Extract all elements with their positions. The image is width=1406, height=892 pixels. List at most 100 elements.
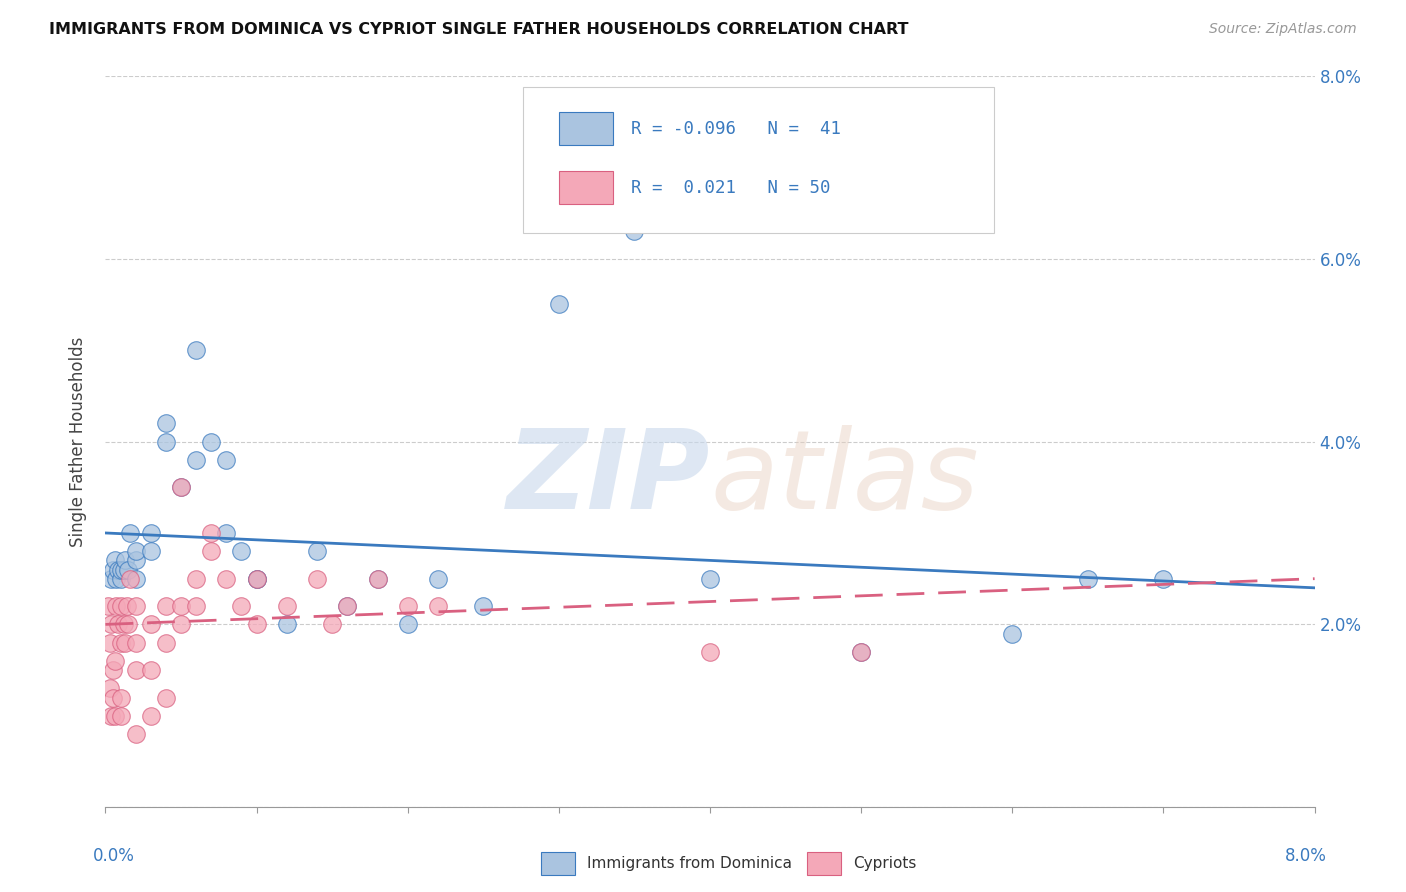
Point bbox=[112, 617, 135, 632]
Point bbox=[98, 635, 121, 649]
Point bbox=[124, 635, 148, 649]
Text: atlas: atlas bbox=[710, 425, 979, 532]
Point bbox=[114, 635, 136, 649]
Point bbox=[117, 617, 139, 632]
Point bbox=[215, 572, 238, 586]
Bar bbox=[560, 171, 613, 204]
Point bbox=[124, 553, 148, 567]
Point bbox=[200, 544, 222, 558]
Point bbox=[155, 416, 177, 431]
Point bbox=[101, 663, 124, 677]
Point bbox=[1001, 626, 1024, 640]
Text: R =  0.021   N = 50: R = 0.021 N = 50 bbox=[631, 178, 831, 197]
Point bbox=[246, 572, 269, 586]
Point bbox=[200, 434, 222, 449]
Bar bbox=[807, 852, 841, 875]
Point bbox=[139, 526, 162, 541]
Point bbox=[110, 690, 132, 705]
Point bbox=[124, 544, 148, 558]
Point bbox=[100, 708, 122, 723]
Bar bbox=[541, 852, 575, 875]
Point bbox=[186, 572, 208, 586]
Point bbox=[851, 645, 873, 659]
Point bbox=[186, 343, 208, 358]
Point bbox=[101, 690, 124, 705]
Point bbox=[307, 544, 329, 558]
Point bbox=[623, 224, 645, 238]
Point bbox=[107, 617, 129, 632]
Point bbox=[336, 599, 359, 614]
Point bbox=[112, 563, 135, 577]
Point bbox=[98, 681, 121, 696]
Point bbox=[396, 599, 419, 614]
Text: R = -0.096   N =  41: R = -0.096 N = 41 bbox=[631, 120, 841, 138]
Point bbox=[200, 526, 222, 541]
Point bbox=[548, 297, 571, 311]
Point bbox=[427, 599, 450, 614]
Point bbox=[155, 635, 177, 649]
Point bbox=[110, 572, 132, 586]
Point bbox=[472, 599, 495, 614]
Point bbox=[124, 599, 148, 614]
Point bbox=[139, 544, 162, 558]
Text: Immigrants from Dominica: Immigrants from Dominica bbox=[586, 856, 792, 871]
Point bbox=[246, 572, 269, 586]
Point bbox=[231, 599, 253, 614]
Text: IMMIGRANTS FROM DOMINICA VS CYPRIOT SINGLE FATHER HOUSEHOLDS CORRELATION CHART: IMMIGRANTS FROM DOMINICA VS CYPRIOT SING… bbox=[49, 22, 908, 37]
Y-axis label: Single Father Households: Single Father Households bbox=[69, 336, 87, 547]
Point bbox=[170, 617, 193, 632]
Bar bbox=[560, 112, 613, 145]
Point bbox=[186, 453, 208, 467]
Point bbox=[321, 617, 343, 632]
Point bbox=[115, 599, 138, 614]
Point bbox=[114, 553, 136, 567]
Text: Cypriots: Cypriots bbox=[852, 856, 917, 871]
Point bbox=[110, 563, 132, 577]
Text: ZIP: ZIP bbox=[506, 425, 710, 532]
Point bbox=[118, 526, 141, 541]
Point bbox=[100, 617, 122, 632]
Point bbox=[124, 727, 148, 741]
Point bbox=[155, 434, 177, 449]
Point bbox=[105, 599, 128, 614]
Point bbox=[276, 617, 298, 632]
Point bbox=[307, 572, 329, 586]
Point bbox=[155, 599, 177, 614]
Point bbox=[1077, 572, 1099, 586]
Point bbox=[110, 708, 132, 723]
FancyBboxPatch shape bbox=[523, 87, 994, 233]
Point bbox=[101, 563, 124, 577]
Point bbox=[124, 663, 148, 677]
Point bbox=[103, 708, 125, 723]
Point bbox=[246, 617, 269, 632]
Point bbox=[107, 563, 129, 577]
Text: 8.0%: 8.0% bbox=[1285, 847, 1327, 865]
Point bbox=[97, 599, 120, 614]
Point bbox=[336, 599, 359, 614]
Point bbox=[1153, 572, 1175, 586]
Point bbox=[139, 663, 162, 677]
Point bbox=[118, 572, 141, 586]
Text: Source: ZipAtlas.com: Source: ZipAtlas.com bbox=[1209, 22, 1357, 37]
Point bbox=[105, 572, 128, 586]
Text: 0.0%: 0.0% bbox=[93, 847, 135, 865]
Point bbox=[246, 572, 269, 586]
Point bbox=[170, 599, 193, 614]
Point bbox=[139, 708, 162, 723]
Point bbox=[366, 572, 388, 586]
Point bbox=[396, 617, 419, 632]
Point bbox=[110, 635, 132, 649]
Point bbox=[186, 599, 208, 614]
Point bbox=[366, 572, 388, 586]
Point bbox=[699, 572, 721, 586]
Point bbox=[110, 599, 132, 614]
Point bbox=[231, 544, 253, 558]
Point bbox=[851, 645, 873, 659]
Point bbox=[139, 617, 162, 632]
Point bbox=[155, 690, 177, 705]
Point bbox=[215, 453, 238, 467]
Point bbox=[276, 599, 298, 614]
Point bbox=[215, 526, 238, 541]
Point bbox=[427, 572, 450, 586]
Point bbox=[124, 572, 148, 586]
